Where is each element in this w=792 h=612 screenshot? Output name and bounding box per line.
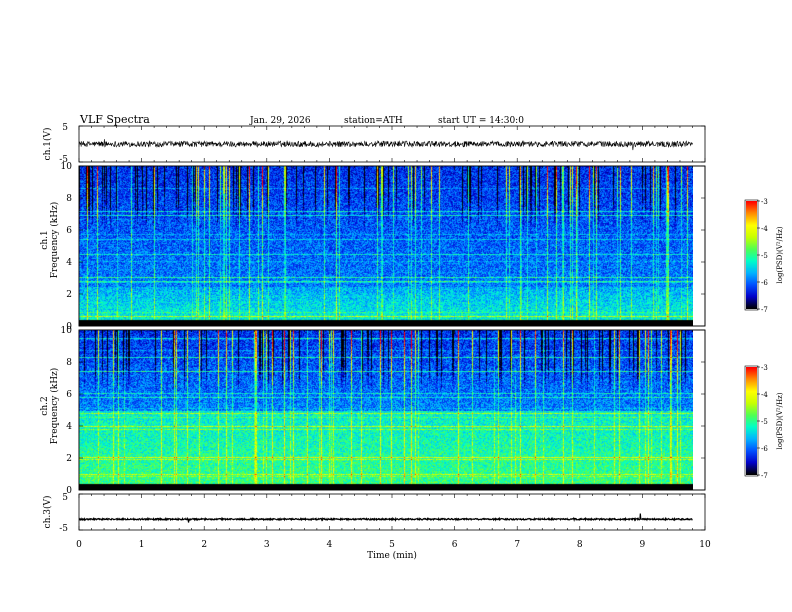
y-tick-label: 8 <box>66 194 72 204</box>
ch1-waveform-trace <box>78 139 693 151</box>
x-axis-labels: 0 1 2 3 4 5 6 7 8 9 10 <box>76 540 711 550</box>
colorbar-label: log(PSD)(V²/Hz) <box>776 226 784 283</box>
x-axis-ticks <box>78 126 706 530</box>
colorbar-tick-label: -5 <box>761 418 768 426</box>
y-tick-label: 0 <box>66 322 72 332</box>
ch1-spectrogram-panel: ch.1Frequency (kHz) 0 2 4 6 8 10 <box>40 162 706 332</box>
colorbar-tick-label: -3 <box>761 198 768 206</box>
colorbar-tick-label: -6 <box>761 445 768 453</box>
y-tick-label: 10 <box>61 326 73 336</box>
ch2-spectrogram-yticks: 0 2 4 6 8 10 <box>61 326 705 496</box>
x-tick-label: 8 <box>577 540 583 550</box>
ch1-ytick-top: 5 <box>62 123 68 133</box>
ch3-waveform-trace <box>78 513 693 523</box>
y-tick-label: 10 <box>61 162 73 172</box>
ch1-spectrogram-ylabel: ch.1Frequency (kHz) <box>40 202 60 279</box>
colorbar-tick-label: -7 <box>761 472 768 480</box>
ch2-spectrogram-ylabel: ch.2Frequency (kHz) <box>40 368 60 445</box>
y-tick-label: 6 <box>66 226 72 236</box>
x-tick-label: 9 <box>640 540 646 550</box>
colorbar-gradient <box>746 367 757 475</box>
y-tick-label: 6 <box>66 390 72 400</box>
ch1-waveform-ticks <box>79 125 705 163</box>
ch1-waveform-panel: ch.1(V) 5 -5 <box>42 123 706 165</box>
x-axis-label: Time (min) <box>367 550 417 561</box>
x-tick-label: 7 <box>514 540 520 550</box>
ch3-waveform-ticks <box>79 493 705 531</box>
ch1-colorbar: -3 -4 -5 -6 -7 log(PSD)(V²/Hz) <box>744 198 784 314</box>
colorbar-gradient <box>746 201 757 309</box>
figure-start-time: start UT = 14:30:0 <box>438 116 524 126</box>
colorbar-tick-label: -4 <box>761 225 768 233</box>
ch3-waveform-panel: ch.3(V) 5 -5 <box>42 493 706 534</box>
figure-date: Jan. 29, 2026 <box>249 116 311 126</box>
y-tick-label: 2 <box>66 454 72 464</box>
colorbar-label: log(PSD)(V²/Hz) <box>776 392 784 449</box>
ch1-ylabel: ch.1(V) <box>42 128 53 161</box>
y-tick-label: 4 <box>66 258 72 268</box>
ch3-ytick-top: 5 <box>62 493 68 503</box>
figure-station: station=ATH <box>344 116 403 126</box>
x-tick-label: 5 <box>389 540 395 550</box>
ch3-waveform-frame <box>78 493 706 531</box>
colorbar-tick-label: -3 <box>761 364 768 372</box>
ch2-spectrogram-panel: ch.2Frequency (kHz) 0 2 4 6 8 10 <box>40 326 706 496</box>
y-tick-label: 2 <box>66 290 72 300</box>
x-tick-label: 2 <box>201 540 207 550</box>
x-tick-label: 1 <box>139 540 145 550</box>
x-tick-label: 0 <box>76 540 82 550</box>
x-tick-label: 10 <box>699 540 711 550</box>
x-tick-label: 4 <box>327 540 333 550</box>
ch1-spectrogram-yticks: 0 2 4 6 8 10 <box>61 162 705 332</box>
ch2-spectrogram-image <box>79 330 693 490</box>
colorbar-tick-label: -6 <box>761 279 768 287</box>
ch1-spectrogram-image <box>79 166 693 326</box>
colorbar-tick-label: -5 <box>761 252 768 260</box>
x-tick-label: 6 <box>452 540 458 550</box>
x-tick-label: 3 <box>264 540 270 550</box>
y-tick-label: 0 <box>66 486 72 496</box>
colorbar-tick-label: -7 <box>761 306 768 314</box>
ch2-colorbar: -3 -4 -5 -6 -7 log(PSD)(V²/Hz) <box>744 364 784 480</box>
ch3-ylabel: ch.3(V) <box>42 496 53 529</box>
ch3-ytick-bottom: -5 <box>59 524 68 534</box>
colorbar-tick-label: -4 <box>761 391 768 399</box>
figure-title: VLF Spectra <box>79 113 150 126</box>
y-tick-label: 4 <box>66 422 72 432</box>
y-tick-label: 8 <box>66 358 72 368</box>
ch1-ytick-bottom: -5 <box>59 155 68 165</box>
